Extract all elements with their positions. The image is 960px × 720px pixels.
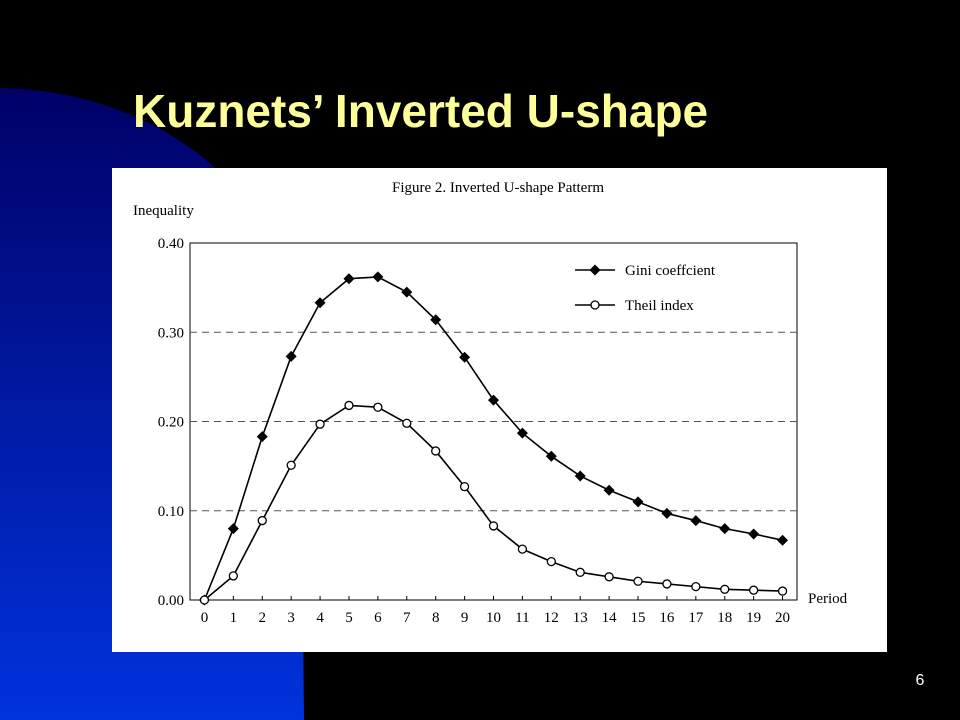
data-point: [777, 534, 789, 546]
x-tick-label: 11: [515, 610, 529, 626]
data-point: [516, 427, 528, 439]
data-point: [691, 581, 701, 592]
x-tick-label: 2: [259, 610, 267, 626]
data-point: [372, 271, 384, 283]
data-point: [517, 544, 528, 554]
x-tick-label: 18: [717, 610, 732, 626]
data-point: [373, 402, 383, 412]
x-tick-label: 20: [775, 610, 790, 626]
data-point: [603, 484, 615, 496]
x-tick-label: 16: [659, 610, 675, 626]
y-tick-label: 0.00: [158, 593, 184, 609]
x-tick-label: 17: [688, 610, 704, 626]
data-point: [604, 572, 614, 582]
data-point: [633, 576, 643, 586]
data-point: [574, 470, 586, 482]
data-point: [228, 571, 239, 581]
x-tick-label: 3: [287, 610, 295, 626]
x-tick-label: 7: [403, 610, 411, 626]
data-point: [632, 496, 644, 508]
x-tick-label: 13: [573, 610, 588, 626]
y-tick-label: 0.20: [158, 415, 184, 431]
y-tick-label: 0.30: [158, 325, 184, 341]
legend-label: Theil index: [625, 298, 694, 314]
y-tick-label: 0.10: [158, 504, 184, 520]
data-point: [545, 450, 557, 462]
y-tick-label: 0.40: [158, 236, 184, 252]
data-point: [488, 394, 499, 406]
data-point: [285, 350, 297, 362]
x-tick-label: 19: [746, 610, 761, 626]
data-point: [575, 567, 585, 577]
data-point: [199, 595, 210, 605]
x-tick-label: 6: [374, 610, 382, 626]
chart-background: [112, 168, 887, 652]
data-point: [748, 585, 759, 595]
x-axis-label: Period: [808, 591, 848, 607]
data-point: [314, 297, 326, 309]
x-tick-label: 9: [461, 610, 469, 626]
data-point: [777, 586, 788, 596]
slide-title: Kuznets’ Inverted U-shape: [133, 85, 708, 137]
page-number: 6: [916, 672, 925, 689]
data-point: [719, 523, 731, 535]
x-tick-label: 1: [230, 610, 238, 626]
data-point: [431, 446, 441, 456]
data-point: [720, 584, 730, 594]
x-tick-label: 12: [544, 610, 559, 626]
chart-title: Figure 2. Inverted U-shape Patterm: [392, 180, 604, 196]
data-point: [690, 515, 702, 527]
x-tick-label: 14: [602, 610, 618, 626]
data-point: [286, 460, 296, 470]
legend-marker: [589, 264, 601, 276]
data-point: [401, 286, 413, 298]
data-point: [315, 419, 325, 429]
data-point: [430, 314, 442, 326]
x-tick-label: 4: [316, 610, 324, 626]
legend-label: Gini coeffcient: [625, 263, 716, 279]
data-point: [748, 528, 760, 540]
data-point: [488, 521, 499, 531]
x-tick-label: 5: [345, 610, 353, 626]
x-tick-label: 15: [631, 610, 646, 626]
data-point: [256, 431, 268, 443]
data-point: [661, 507, 673, 519]
data-point: [662, 579, 672, 589]
y-axis-label: Inequality: [133, 203, 194, 219]
data-point: [402, 418, 412, 428]
x-tick-label: 0: [201, 610, 209, 626]
data-point: [459, 482, 470, 492]
data-point: [344, 400, 354, 411]
x-tick-label: 10: [486, 610, 501, 626]
data-point: [343, 273, 355, 285]
data-point: [546, 556, 556, 567]
data-point: [459, 351, 471, 363]
x-tick-label: 8: [432, 610, 440, 626]
data-point: [227, 523, 239, 535]
legend-marker: [590, 300, 600, 310]
data-point: [257, 515, 267, 526]
